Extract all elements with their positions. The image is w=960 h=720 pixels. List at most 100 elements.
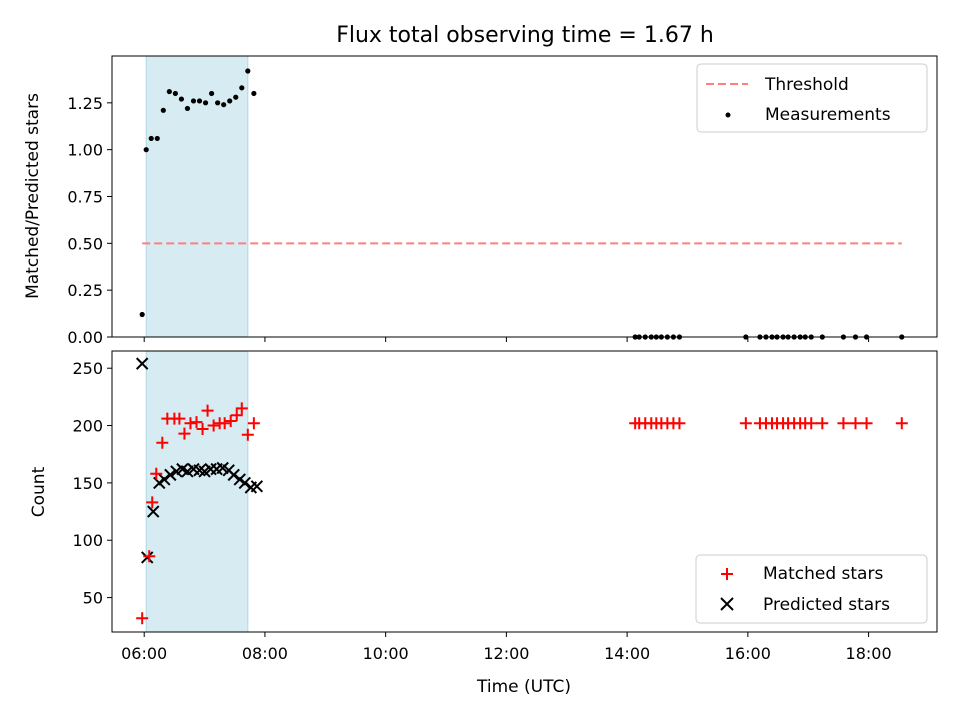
matched-stars-point (805, 417, 818, 430)
top-x-ticks (143, 337, 870, 342)
top-y-tick-label: 1.25 (67, 94, 103, 113)
matched-stars-point (196, 422, 209, 435)
x-tick-label: 06:00 (121, 644, 167, 663)
measurement-point (202, 100, 209, 106)
matched-stars-point (201, 404, 214, 417)
matched-stars-point (816, 417, 829, 430)
x-tick-label: 10:00 (363, 644, 409, 663)
top-y-tick-label: 0.75 (67, 188, 103, 207)
measurement-point (196, 98, 203, 104)
measurement-point (233, 94, 239, 100)
bottom-legend-box (695, 554, 928, 624)
top-y-tick-label: 0.25 (67, 281, 103, 300)
measurement-point (190, 98, 197, 104)
legend-predicted-label: Predicted stars (763, 595, 890, 615)
predicted-stars-point (147, 505, 160, 518)
matched-stars-point (895, 417, 908, 430)
top-plot-frame (111, 55, 938, 338)
bottom-x-ticks: 06:00 08:00 10:00 12:00 14:00 16:00 18:00 (121, 632, 892, 663)
matched-stars-point (178, 427, 191, 440)
top-y-tick-label: 1.00 (67, 141, 103, 160)
matched-stars-point (739, 417, 752, 430)
matched-stars-point (173, 412, 186, 425)
legend-threshold-label: Threshold (764, 75, 849, 95)
measurement-point (148, 135, 154, 142)
x-tick-label: 18:00 (846, 644, 892, 663)
x-tick-label: 16:00 (725, 644, 771, 663)
measurement-point (160, 107, 166, 113)
measurement-point (215, 100, 221, 106)
bottom-y-tick-label: 50 (83, 589, 103, 608)
measurement-point (139, 311, 145, 318)
matched-stars-point (146, 496, 159, 509)
top-observing-window (145, 55, 249, 338)
measurements-series (139, 68, 905, 340)
x-tick-label: 08:00 (242, 644, 288, 663)
measurement-point (221, 102, 227, 108)
top-y-ticks: 0.00 0.25 0.50 0.75 1.00 1.25 (67, 94, 112, 347)
legend-predicted-swatch (720, 597, 734, 611)
bottom-y-tick-label: 250 (72, 359, 103, 378)
matched-stars-point (673, 417, 686, 430)
matched-stars-point (241, 428, 254, 441)
measurement-point (154, 135, 160, 142)
chart-title: Flux total observing time = 1.67 h (336, 23, 714, 48)
matched-stars-point (849, 417, 862, 430)
matched-stars-point (207, 419, 220, 432)
top-legend: Threshold Measurements (696, 63, 928, 133)
matched-stars-point (136, 612, 149, 625)
x-axis-label: Time (UTC) (476, 677, 571, 697)
measurement-point (172, 90, 178, 97)
predicted-stars-point (238, 476, 252, 490)
bottom-y-tick-label: 200 (72, 417, 103, 436)
bottom-observing-window (145, 350, 249, 633)
matched-stars-point (150, 467, 163, 480)
bottom-y-tick-label: 100 (72, 531, 103, 550)
bottom-y-ticks: 50 100 150 200 250 (72, 359, 112, 608)
matched-stars-point (230, 409, 243, 422)
measurement-point (143, 147, 149, 153)
predicted-stars-point (135, 357, 149, 370)
predicted-stars-point (227, 468, 240, 482)
legend-measurements-label: Measurements (765, 105, 891, 125)
matched-stars-point (143, 550, 156, 563)
matched-stars-point (156, 436, 169, 449)
predicted-stars-point (141, 551, 154, 564)
measurement-point (178, 96, 185, 102)
bottom-axes: 50 100 150 200 250 06:00 08:00 10:00 12:00 14:00… (29, 350, 938, 697)
bottom-y-tick-label: 150 (72, 474, 103, 493)
matched-stars-point (235, 402, 248, 415)
predicted-stars-series (135, 357, 264, 564)
measurement-point (251, 90, 257, 97)
legend-matched-swatch (721, 568, 733, 580)
matched-stars-point (837, 417, 850, 430)
matched-stars-point (860, 417, 873, 430)
matched-stars-point (247, 417, 260, 430)
bottom-plot-frame (111, 350, 938, 633)
top-y-tick-label: 0.00 (67, 328, 103, 347)
top-legend-box (696, 63, 928, 133)
predicted-stars-point (164, 468, 177, 482)
matched-stars-series (136, 402, 908, 625)
measurement-point (239, 85, 245, 91)
measurement-point (227, 98, 233, 104)
matched-stars-point (224, 414, 237, 427)
bottom-legend: Matched stars Predicted stars (695, 554, 928, 624)
measurement-point (166, 88, 172, 95)
top-y-tick-label: 0.50 (67, 234, 103, 253)
top-axes: 0.00 0.25 0.50 0.75 1.00 1.25 Matched/Predict… (23, 55, 938, 347)
predicted-stars-point (158, 473, 171, 486)
bottom-y-axis-label: Count (29, 466, 49, 517)
measurement-point (184, 105, 191, 112)
matched-stars-point (218, 417, 231, 430)
matched-stars-point (184, 417, 197, 430)
top-y-axis-label: Matched/Predicted stars (23, 93, 43, 299)
legend-matched-label: Matched stars (763, 564, 883, 584)
x-tick-label: 12:00 (483, 644, 529, 663)
matched-stars-point (190, 416, 203, 429)
legend-measurements-swatch (725, 112, 731, 118)
measurement-point (245, 68, 251, 74)
measurement-point (209, 90, 215, 97)
x-tick-label: 14:00 (604, 644, 650, 663)
